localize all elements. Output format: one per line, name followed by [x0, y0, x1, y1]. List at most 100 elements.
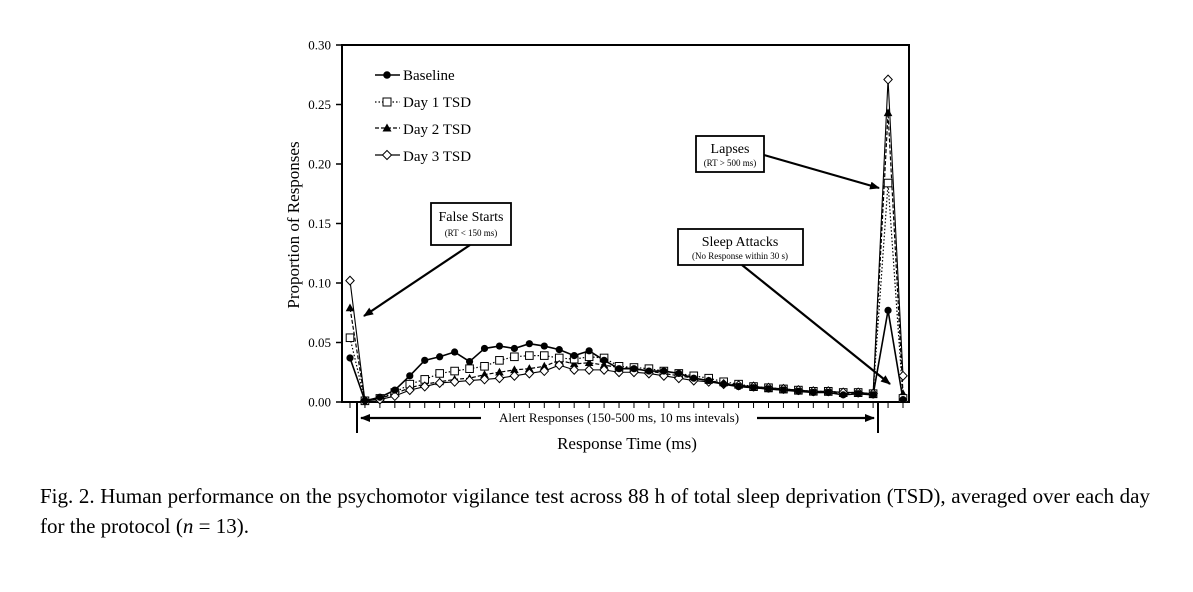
annotation-sleep-attacks: Sleep Attacks (No Response within 30 s)	[677, 228, 891, 385]
data-point-filled-circle	[540, 342, 548, 350]
data-point-filled-circle	[570, 351, 578, 360]
legend-entry-day2: Day 2 TSD	[375, 122, 471, 138]
legend-marker-day2	[382, 123, 392, 132]
data-point-open-diamond	[404, 384, 415, 396]
legend-entry-day3: Day 3 TSD	[375, 149, 471, 165]
pvt-line-chart: 0.00 0.05 0.10 0.15 0.20 0.25 0.30 Proportion …	[284, 38, 910, 453]
data-point-open-square	[465, 364, 474, 373]
data-point-filled-circle	[809, 388, 817, 397]
data-point-filled-circle	[421, 356, 429, 364]
false-starts-subtitle: (RT < 150 ms)	[445, 228, 498, 238]
data-point-filled-triangle	[539, 361, 549, 370]
alert-responses-label: Alert Responses (150-500 ms, 10 ms intev…	[499, 410, 739, 425]
data-point-open-diamond	[464, 375, 475, 386]
data-point-filled-circle	[480, 344, 489, 353]
data-point-filled-circle	[660, 367, 668, 375]
y-axis-label: Proportion of Responses	[284, 141, 303, 308]
data-point-filled-circle	[764, 385, 773, 393]
data-point-filled-circle	[376, 393, 384, 401]
data-point-open-diamond	[898, 370, 908, 381]
false-starts-arrow	[363, 244, 471, 317]
data-point-open-square	[539, 351, 549, 360]
data-point-open-diamond	[584, 364, 595, 375]
data-point-filled-circle	[600, 356, 608, 364]
data-point-open-square	[345, 333, 355, 343]
data-point-open-diamond	[554, 359, 565, 371]
series-line-0	[349, 309, 904, 402]
data-point-filled-circle	[824, 388, 832, 397]
sleep-attacks-subtitle: (No Response within 30 s)	[692, 251, 788, 261]
data-point-open-diamond	[883, 74, 893, 85]
alert-responses-bracket: Alert Responses (150-500 ms, 10 ms intev…	[356, 403, 879, 433]
data-point-filled-circle	[451, 348, 459, 356]
series-layer	[345, 74, 908, 406]
data-point-filled-circle	[779, 386, 788, 394]
legend-marker-day3	[381, 149, 393, 161]
lapses-title: Lapses	[711, 142, 750, 157]
annotation-false-starts: False Starts (RT < 150 ms)	[363, 202, 512, 317]
data-point-filled-circle	[391, 386, 399, 394]
data-point-filled-circle	[555, 346, 563, 354]
legend-label-day2: Day 2 TSD	[403, 122, 471, 138]
data-point-filled-triangle	[510, 365, 519, 374]
data-point-open-diamond	[569, 364, 580, 375]
data-point-filled-circle	[615, 365, 623, 373]
lapses-arrow	[763, 153, 880, 190]
data-point-open-diamond	[434, 377, 445, 389]
data-point-open-square	[450, 366, 459, 376]
data-point-open-square	[525, 351, 534, 360]
data-point-filled-circle	[749, 384, 758, 392]
lapses-subtitle: (RT > 500 ms)	[704, 158, 757, 168]
data-point-filled-circle	[854, 390, 862, 398]
data-point-filled-circle	[690, 374, 698, 382]
data-point-open-diamond	[345, 275, 355, 286]
data-point-filled-circle	[645, 367, 653, 375]
data-point-filled-circle	[675, 369, 683, 378]
data-point-filled-circle	[495, 342, 504, 350]
data-point-filled-circle	[869, 391, 877, 399]
y-axis-ticks: 0.00 0.05 0.10 0.15 0.20 0.25 0.30	[308, 38, 342, 410]
data-point-open-diamond	[494, 373, 505, 384]
legend-marker-baseline	[383, 71, 391, 79]
false-starts-title: False Starts	[439, 210, 504, 225]
y-tick-label: 0.00	[308, 395, 331, 410]
data-point-filled-circle	[794, 387, 802, 395]
data-point-open-diamond	[419, 381, 430, 392]
data-point-filled-circle	[436, 353, 444, 361]
data-point-open-square	[435, 369, 444, 378]
data-point-filled-circle	[705, 376, 713, 385]
x-axis-label: Response Time (ms)	[557, 434, 697, 453]
data-point-filled-circle	[361, 397, 369, 405]
data-point-filled-circle	[510, 344, 519, 353]
x-axis-ticks	[349, 402, 904, 408]
data-point-filled-circle	[884, 306, 892, 314]
data-point-filled-circle	[839, 391, 847, 399]
data-point-filled-circle	[630, 365, 638, 373]
data-point-open-diamond	[539, 365, 550, 377]
data-point-open-square	[510, 352, 519, 362]
data-point-open-square	[495, 356, 504, 365]
figure-caption: Fig. 2. Human performance on the psychom…	[40, 481, 1150, 541]
data-point-filled-triangle	[584, 358, 594, 367]
legend-entry-day1: Day 1 TSD	[375, 95, 471, 111]
data-point-open-diamond	[599, 364, 609, 375]
legend-label-baseline: Baseline	[403, 68, 455, 84]
data-point-open-square	[883, 178, 893, 188]
y-tick-label: 0.30	[308, 38, 331, 53]
legend-label-day3: Day 3 TSD	[403, 149, 471, 165]
data-point-filled-circle	[720, 380, 728, 388]
sleep-attacks-title: Sleep Attacks	[702, 235, 779, 250]
data-point-filled-triangle	[345, 303, 355, 312]
sleep-attacks-arrow	[741, 264, 891, 385]
data-point-filled-triangle	[495, 367, 504, 376]
annotation-lapses: Lapses (RT > 500 ms)	[695, 135, 880, 190]
data-point-filled-circle	[585, 347, 593, 355]
y-tick-label: 0.25	[308, 97, 331, 112]
data-point-open-diamond	[479, 374, 490, 385]
caption-end: = 13).	[193, 514, 249, 538]
y-tick-label: 0.05	[308, 335, 331, 350]
data-point-filled-circle	[525, 340, 533, 348]
y-tick-label: 0.15	[308, 216, 331, 231]
data-point-filled-triangle	[525, 364, 534, 372]
data-point-open-square	[480, 362, 489, 371]
